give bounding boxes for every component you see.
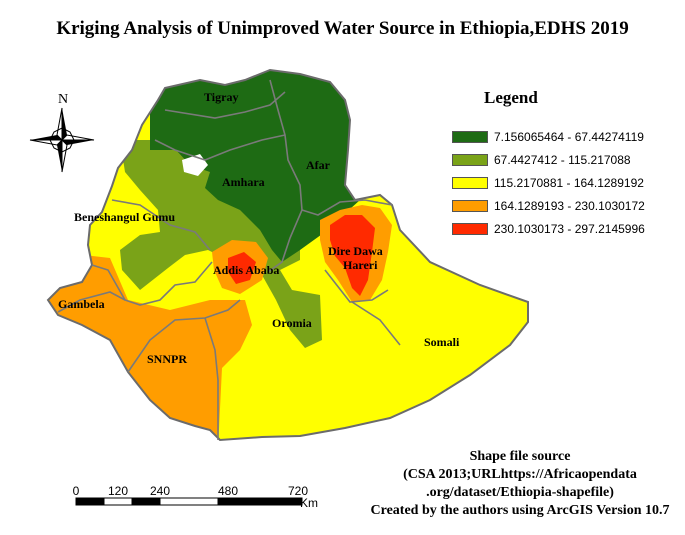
label-afar: Afar	[306, 158, 330, 172]
scale-tick-480: 480	[217, 484, 239, 498]
legend-item: 67.4427412 - 115.217088	[452, 153, 631, 167]
legend-label: 164.1289193 - 230.1030172	[494, 199, 645, 213]
legend-swatch	[452, 223, 488, 235]
label-tigray: Tigray	[204, 90, 239, 104]
legend-item: 7.156065464 - 67.44274119	[452, 130, 644, 144]
source-line-4: Created by the authors using ArcGIS Vers…	[370, 503, 670, 518]
label-gambela: Gambela	[58, 297, 105, 311]
legend-label: 7.156065464 - 67.44274119	[494, 130, 644, 144]
scale-tick-0: 0	[72, 484, 80, 498]
source-line-2: (CSA 2013;URLhttps://Africaopendata	[403, 467, 637, 482]
legend-item: 115.2170881 - 164.1289192	[452, 176, 644, 190]
legend-item: 230.1030173 - 297.2145996	[452, 222, 645, 236]
legend-label: 115.2170881 - 164.1289192	[494, 176, 644, 190]
scale-bar	[75, 497, 303, 506]
legend-swatch	[452, 177, 488, 189]
scale-unit: Km	[300, 496, 318, 510]
source-note: Shape file source (CSA 2013;URLhttps://A…	[360, 448, 680, 520]
source-line-1: Shape file source	[469, 449, 571, 464]
label-amhara: Amhara	[222, 175, 265, 189]
legend-label: 67.4427412 - 115.217088	[494, 153, 631, 167]
label-beneshangul: Beneshangul Gumu	[74, 210, 176, 224]
regional-boundaries	[57, 79, 401, 440]
map-title: Kriging Analysis of Unimproved Water Sou…	[56, 18, 629, 39]
scale-tick-240: 240	[149, 484, 171, 498]
source-line-3: .org/dataset/Ethiopia-shapefile)	[426, 485, 614, 500]
north-label: N	[58, 92, 69, 107]
legend-swatch	[452, 131, 488, 143]
legend-item: 164.1289193 - 230.1030172	[452, 199, 645, 213]
label-dire-dawa: Dire Dawa	[328, 244, 383, 258]
label-harari: Hareri	[343, 258, 378, 272]
compass-rose-icon	[29, 107, 95, 173]
legend-label: 230.1030173 - 297.2145996	[494, 222, 645, 236]
label-somali: Somali	[424, 335, 460, 349]
legend-title: Legend	[484, 88, 538, 107]
legend-swatch	[452, 154, 488, 166]
class-5-area-east	[330, 215, 375, 296]
scale-tick-120: 120	[107, 484, 129, 498]
class-5-area-addis	[228, 252, 256, 284]
label-oromia: Oromia	[272, 316, 312, 330]
label-snnpr: SNNPR	[147, 352, 188, 366]
legend-swatch	[452, 200, 488, 212]
label-addis-ababa: Addis Ababa	[213, 263, 280, 277]
scale-tick-720: 720	[287, 484, 309, 498]
